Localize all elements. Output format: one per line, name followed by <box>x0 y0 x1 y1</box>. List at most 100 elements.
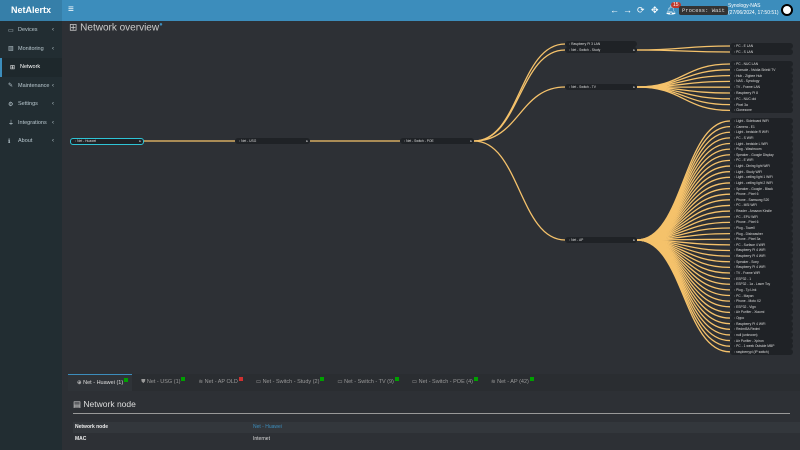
collapse-icon[interactable]: ▸ <box>470 139 472 143</box>
tab-node[interactable]: ≋ Net - AP (42) <box>482 374 538 391</box>
tab-node[interactable]: ▭ Net - Switch - POE (4) <box>403 374 482 391</box>
tree-node[interactable]: ▫ Net - Switch - TV ▸ <box>565 84 637 90</box>
tree-node[interactable]: ▫ PC - Surface 4 WiFi <box>730 241 793 248</box>
tree-node[interactable]: ▫ Light - Sideboard WiFi <box>730 118 793 124</box>
tree-node[interactable]: ▫ Net - Huawei ▸ <box>70 138 144 145</box>
tree-node[interactable]: ▫ PC - 1 week Outside MBP <box>730 343 793 350</box>
collapse-icon[interactable]: ▸ <box>139 139 141 143</box>
tab-node[interactable]: ⊕ Net - Huawei (1) <box>68 374 133 391</box>
tree-node[interactable]: ▫ PC - E LAN <box>730 43 793 49</box>
collapse-icon[interactable]: ▸ <box>633 238 635 242</box>
tree-node-label: TV - Frame WiFi <box>736 271 761 275</box>
sidebar-item-integrations[interactable]: ⏚ Integrations ‹ <box>0 114 62 133</box>
tab-node[interactable]: ▭ Net - Switch - TV (9) <box>328 374 402 391</box>
tree-node[interactable]: ▫ Plug - Washroom <box>730 146 793 153</box>
tree-node[interactable]: ▫ Phone - Pixel 3a <box>730 236 793 243</box>
tree-node[interactable]: ▫ Raspberry Pi 4 WiFi <box>730 247 793 254</box>
tree-node[interactable]: ▫ TV - Frame WiFi <box>730 270 793 276</box>
tree-node[interactable]: ▫ Pixel 3a <box>730 101 793 108</box>
tree-node[interactable]: ▫ NAS - Synology <box>730 78 793 85</box>
tree-node[interactable]: ▫ PC - MSI WiFi <box>730 202 793 209</box>
tree-node[interactable]: ▫ Net - Switch - Study ▸ <box>565 47 637 53</box>
tree-node[interactable]: ▫ Speaker - Google - Black <box>730 185 793 192</box>
tree-node[interactable]: ▫ Raspberry Pi 4 WiFi <box>730 253 793 260</box>
sidebar-item-network[interactable]: ⊞ Network <box>0 58 62 77</box>
tree-node[interactable]: ▫ Speaker - Sony <box>730 258 793 265</box>
sidebar-item-devices[interactable]: ▭ Devices ‹ <box>0 21 62 40</box>
collapse-icon[interactable]: ▸ <box>633 85 635 89</box>
tree-node[interactable]: ▫ Light - Study WiFi <box>730 168 793 175</box>
tree-node[interactable]: ▫ null (unknown) <box>730 331 793 338</box>
tab-label: Net - Huawei (1) <box>83 380 124 386</box>
tree-node[interactable]: ▫ Reader - Amazon Kindle <box>730 208 793 215</box>
panel-title: ▤ Network node <box>73 399 136 410</box>
tree-node[interactable]: ▫ Camera - E1 <box>730 123 793 130</box>
sidebar-item-monitoring[interactable]: ▥ Monitoring ‹ <box>0 40 62 59</box>
collapse-icon[interactable]: ▸ <box>306 139 308 143</box>
tree-node[interactable]: ▫ raspberrypi (IP switch) <box>730 348 793 355</box>
tree-node[interactable]: ▫ Plug - Tp Link <box>730 286 793 293</box>
tree-node[interactable]: ▫ Light - bedside R WiFi <box>730 129 793 136</box>
tree-node[interactable]: ▫ PC - NUC old <box>730 95 793 102</box>
sidebar-item-maintenance[interactable]: ✎ Maintenance ‹ <box>0 77 62 96</box>
tree-node[interactable]: ▫ PC - E WiFi <box>730 157 793 164</box>
forward-icon[interactable]: → <box>623 5 632 15</box>
tree-node[interactable]: ▫ Net - Switch - POE ▸ <box>400 138 474 144</box>
node-link[interactable]: Net - Huawei <box>253 424 282 430</box>
move-icon[interactable]: ✥ <box>651 5 659 15</box>
refresh-icon[interactable]: ⟳ <box>637 5 645 15</box>
tree-node[interactable]: ▫ Console - Nvidia Shield TV <box>730 66 793 73</box>
tree-node[interactable]: ▫ Raspberry Pi 4 WiFi <box>730 320 793 327</box>
tree-node[interactable]: ▫ Oppo <box>730 315 793 322</box>
tree-node[interactable]: ▫ ESP32 - Vign <box>730 303 793 310</box>
tree-node[interactable]: ▫ Redmi5A Redmi <box>730 326 793 333</box>
tree-node[interactable]: ▫ Net - USG ▸ <box>235 138 310 144</box>
tree-node[interactable]: ▫ Light - ceiling light 2 WiFi <box>730 179 793 186</box>
tree-node[interactable]: ▫ PC - EPU WiFi <box>730 213 793 220</box>
tree-node[interactable]: ▫ Raspberry Pi 3 LAN <box>565 41 637 47</box>
sidebar-item-label: Network <box>20 64 41 71</box>
tree-node[interactable]: ▫ Light - bedside L WiFi <box>730 140 793 147</box>
tree-node[interactable]: ▫ Raspberry Pi 4 WiFi <box>730 264 793 271</box>
tree-node[interactable]: ▫ Plug - Dishwasher <box>730 230 793 237</box>
tree-node[interactable]: ▫ Phone - Pixel 6 <box>730 191 793 198</box>
hamburger-icon[interactable]: ≡ <box>68 4 74 15</box>
logo[interactable]: NetAlertx <box>0 0 62 21</box>
tab-node[interactable]: ⛊ Net - USG (1) <box>132 374 189 391</box>
row-key: MAC <box>75 436 87 442</box>
node-tabs: ⊕ Net - Huawei (1) ⛊ Net - USG (1) ≋ Net -… <box>68 374 800 391</box>
tree-node[interactable]: ▫ Phone - Pixel 6 <box>730 219 793 226</box>
tab-node[interactable]: ▭ Net - Switch - Study (2) <box>247 374 329 391</box>
process-status: Process: Wait <box>679 6 728 15</box>
bell-icon[interactable]: 🔔︎ <box>665 5 677 15</box>
sidebar-item-settings[interactable]: ⚙ Settings ‹ <box>0 95 62 114</box>
tree-node-label: Phone - Pixel 6 <box>736 192 759 197</box>
tree-node[interactable]: ▫ Hub - Zigbee Hub <box>730 72 793 79</box>
tree-node[interactable]: ▫ Phone - Samsung S20 <box>730 196 793 203</box>
tree-node[interactable]: ▫ ESP32 - 1 <box>730 275 793 282</box>
sidebar-item-about[interactable]: ℹ About ‹ <box>0 132 62 151</box>
tree-node[interactable]: ▫ Light - Dining light WiFi <box>730 163 793 170</box>
tree-node[interactable]: ▫ TV - Frame LAN <box>730 84 793 91</box>
tree-node[interactable]: ▫ Clonezone <box>730 107 793 114</box>
tree-node[interactable]: ▫ Air Purifier - Xiaomi <box>730 309 793 316</box>
tree-node[interactable]: ▫ PC - Mayan <box>730 292 793 299</box>
tree-node[interactable]: ▫ Raspberry Pi 8 <box>730 90 793 96</box>
tree-node[interactable]: ▫ Phone - Moto X2 <box>730 298 793 305</box>
tree-node[interactable]: ▫ PC - S WiFi <box>730 134 793 141</box>
tree-node[interactable]: ▫ Light - ceiling light 1 WiFi <box>730 174 793 181</box>
help-icon[interactable]: ● <box>159 22 163 28</box>
tree-node[interactable]: ▫ Plug - Towell <box>730 224 793 231</box>
tree-node-label: Phone - Pixel 3a <box>736 237 761 242</box>
collapse-icon[interactable]: ▸ <box>633 48 635 52</box>
tree-node[interactable]: ▫ Speaker - Google Display <box>730 151 793 158</box>
tree-node-label: Hub - Zigbee Hub <box>736 73 763 78</box>
tree-node[interactable]: ▫ PC - NUC LAN <box>730 61 793 67</box>
avatar[interactable] <box>781 4 793 16</box>
back-icon[interactable]: ← <box>610 5 619 15</box>
tab-node[interactable]: ≋ Net - AP OLD <box>189 374 246 391</box>
tree-node[interactable]: ▫ Air Purifier - Xpiron <box>730 337 793 344</box>
tree-node[interactable]: ▫ PC - S LAN <box>730 49 793 55</box>
tree-node[interactable]: ▫ ESP32 - 1a - Laser Toy <box>730 281 793 288</box>
tree-node[interactable]: ▫ Net - AP ▸ <box>565 237 637 243</box>
